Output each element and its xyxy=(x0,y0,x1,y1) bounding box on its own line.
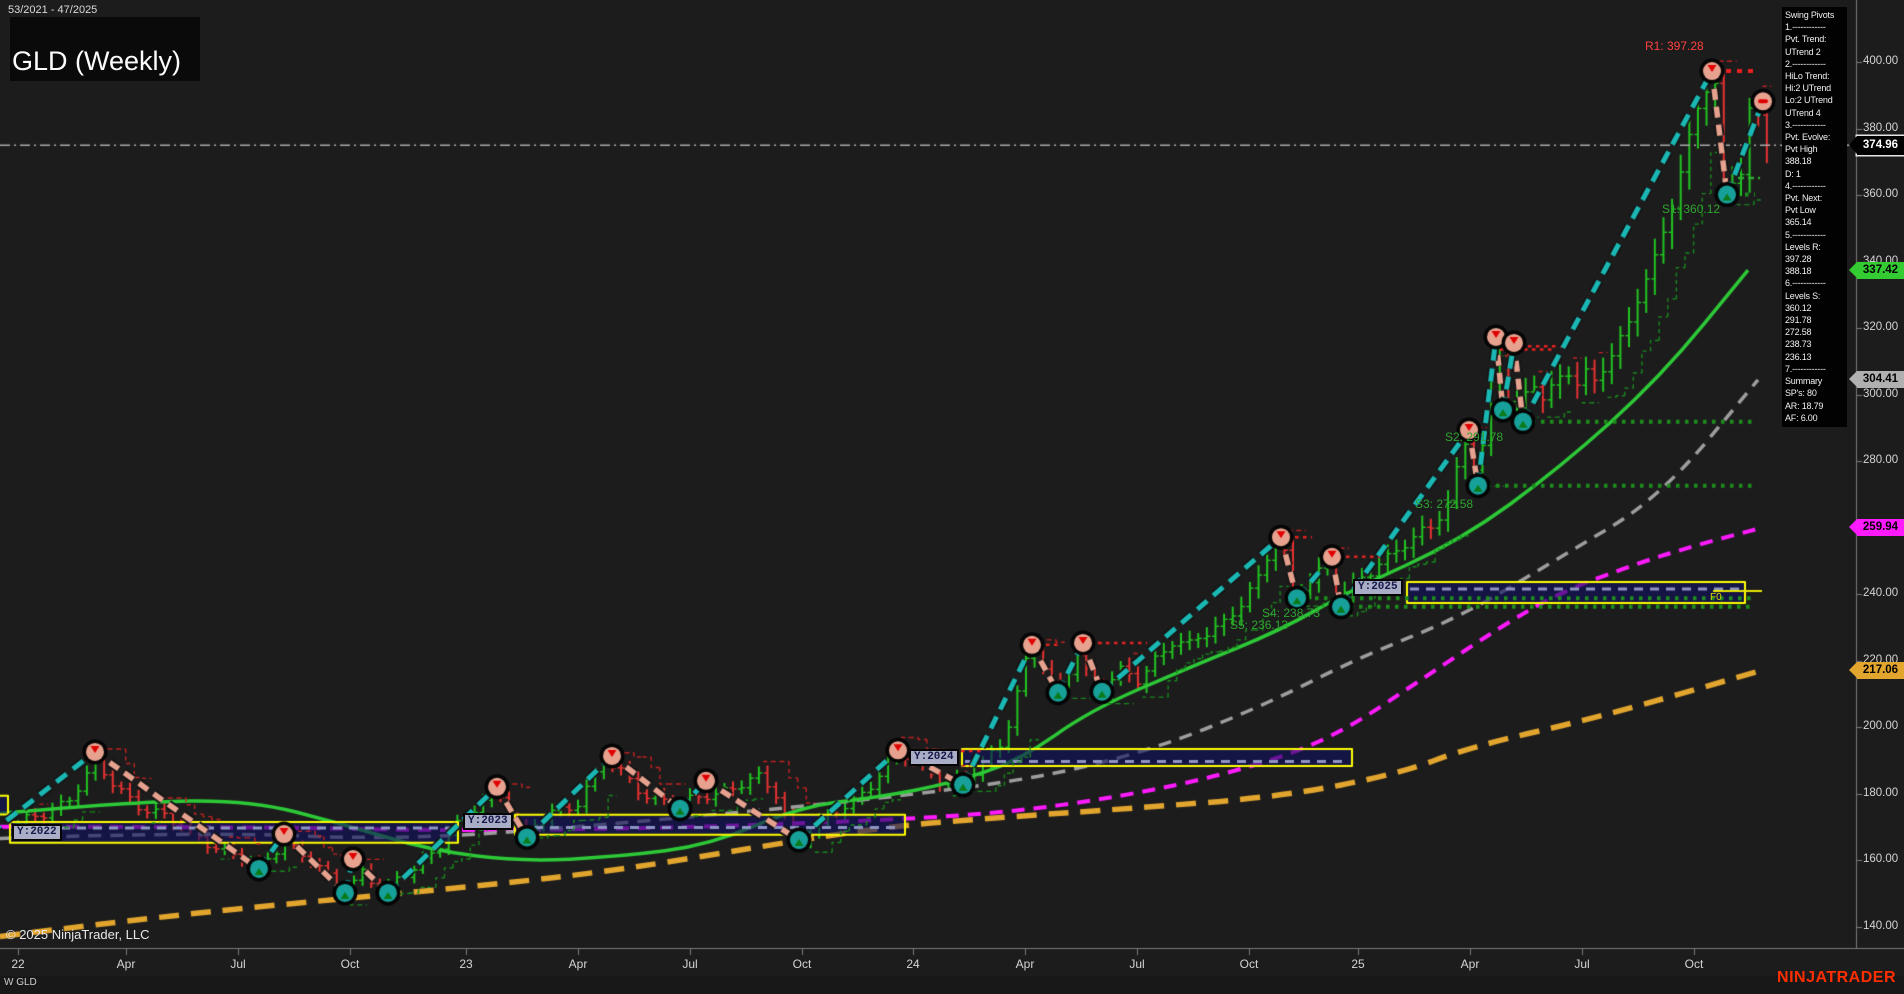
panel-line: D: 1 xyxy=(1785,168,1801,179)
panel-line: 238.73 xyxy=(1785,339,1812,350)
swing-pivots-panel: Swing Pivots 1.------------ Pvt. Trend: UTr… xyxy=(1782,7,1847,427)
panel-line: SP's: 80 xyxy=(1785,388,1817,399)
panel-line: 6.------------ xyxy=(1785,278,1826,289)
time-axis-label: Jul xyxy=(230,957,246,971)
time-axis-label: Jul xyxy=(682,957,698,971)
level-annotation: S5: 236.13 xyxy=(1230,618,1289,632)
current-price-tag: 374.96 xyxy=(1849,135,1904,155)
panel-line: Levels S: xyxy=(1785,290,1821,301)
panel-line: 2.------------ xyxy=(1785,58,1826,69)
panel-line: 3.------------ xyxy=(1785,119,1826,130)
level-annotation: S3: 272.58 xyxy=(1415,497,1474,511)
time-axis-label: Oct xyxy=(340,957,360,971)
panel-line: 291.78 xyxy=(1785,315,1812,326)
time-axis-label: 22 xyxy=(11,957,25,971)
time-axis-label: Jul xyxy=(1574,957,1590,971)
time-axis-label: Oct xyxy=(1239,957,1259,971)
level-annotation: R1: 397.28 xyxy=(1645,39,1704,53)
panel-line: AF: 6.00 xyxy=(1785,412,1818,423)
panel-line: 5.------------ xyxy=(1785,229,1826,240)
panel-line: 4.------------ xyxy=(1785,180,1826,191)
date-range-label: 53/2021 - 47/2025 xyxy=(8,4,98,16)
status-strip xyxy=(0,976,1904,994)
panel-line: Pvt. Next: xyxy=(1785,193,1823,204)
price-axis-label: 280.00 xyxy=(1863,454,1899,466)
time-axis-label: Apr xyxy=(568,957,588,971)
year-box-chip[interactable]: Y:2023 xyxy=(463,813,513,830)
price-axis-label: 300.00 xyxy=(1863,387,1899,400)
panel-line: Pvt High xyxy=(1785,144,1818,155)
level-annotation: S1: 360.12 xyxy=(1662,202,1721,216)
panel-line: Hi:2 UTrend xyxy=(1785,83,1831,94)
panel-line: HiLo Trend: xyxy=(1785,71,1830,82)
level-annotation: S2: 291.78 xyxy=(1445,430,1504,444)
time-axis-label: Apr xyxy=(116,957,136,971)
price-axis-label: 180.00 xyxy=(1863,786,1899,799)
panel-line: Swing Pivots xyxy=(1785,10,1835,20)
time-axis-label: 25 xyxy=(1351,957,1365,971)
level-annotation: S4: 238.73 xyxy=(1262,606,1321,620)
panel-line: 272.58 xyxy=(1785,327,1812,338)
price-axis-label: 240.00 xyxy=(1863,587,1899,599)
panel-line: Pvt Low xyxy=(1785,205,1816,216)
panel-line: Pvt. Trend: xyxy=(1785,34,1827,45)
price-axis-label: 400.00 xyxy=(1863,55,1899,67)
panel-line: Summary xyxy=(1785,376,1823,387)
panel-line: 360.12 xyxy=(1785,302,1812,313)
price-axis-label: 200.00 xyxy=(1863,720,1899,732)
indicator-price-tag: 259.94 xyxy=(1849,519,1904,537)
copyright-text: © 2025 NinjaTrader, LLC xyxy=(6,927,150,942)
indicator-price-tag: 217.06 xyxy=(1849,661,1904,679)
indicator-price-tag: 304.41 xyxy=(1849,371,1904,389)
panel-line: UTrend 2 xyxy=(1785,46,1821,57)
panel-line: 236.13 xyxy=(1785,351,1812,362)
time-axis-label: Jul xyxy=(1129,957,1145,971)
panel-line: Pvt. Evolve: xyxy=(1785,132,1831,143)
panel-line: AR: 18.79 xyxy=(1785,400,1824,411)
title-box xyxy=(10,17,200,81)
series-tab[interactable]: W GLD xyxy=(4,977,37,988)
chart-title: GLD (Weekly) xyxy=(12,46,182,76)
price-axis-label: 140.00 xyxy=(1863,919,1899,932)
year-box-chip[interactable]: Y:2024 xyxy=(909,749,959,766)
year-box-chip[interactable]: Y:2022 xyxy=(12,824,62,841)
price-axis-label: 380.00 xyxy=(1863,121,1899,134)
price-axis-label: 360.00 xyxy=(1863,188,1899,200)
time-axis-label: Oct xyxy=(1684,957,1704,971)
panel-line: 7.------------ xyxy=(1785,363,1826,374)
time-axis-label: 23 xyxy=(459,957,473,971)
year-box-chip[interactable]: Y:2025 xyxy=(1353,579,1403,596)
panel-line: 365.14 xyxy=(1785,217,1812,228)
panel-line: 388.18 xyxy=(1785,156,1812,167)
price-axis-label: 160.00 xyxy=(1863,853,1899,865)
panel-line: UTrend 4 xyxy=(1785,107,1821,118)
indicator-price-tag: 337.42 xyxy=(1849,261,1904,279)
panel-line: Levels R: xyxy=(1785,241,1821,252)
price-axis-label: 320.00 xyxy=(1863,321,1899,333)
panel-line: 397.28 xyxy=(1785,254,1812,265)
ninjatrader-watermark: NINJATRADER xyxy=(1777,969,1896,986)
panel-line: Lo:2 UTrend xyxy=(1785,95,1833,106)
time-axis-label: 24 xyxy=(906,957,920,971)
time-axis-label: Apr xyxy=(1460,957,1480,971)
time-axis-label: Apr xyxy=(1015,957,1035,971)
panel-line: 388.18 xyxy=(1785,266,1812,277)
level-annotation: F0 xyxy=(1710,592,1722,603)
panel-line: 1.------------ xyxy=(1785,22,1826,33)
time-axis-label: Oct xyxy=(792,957,812,971)
